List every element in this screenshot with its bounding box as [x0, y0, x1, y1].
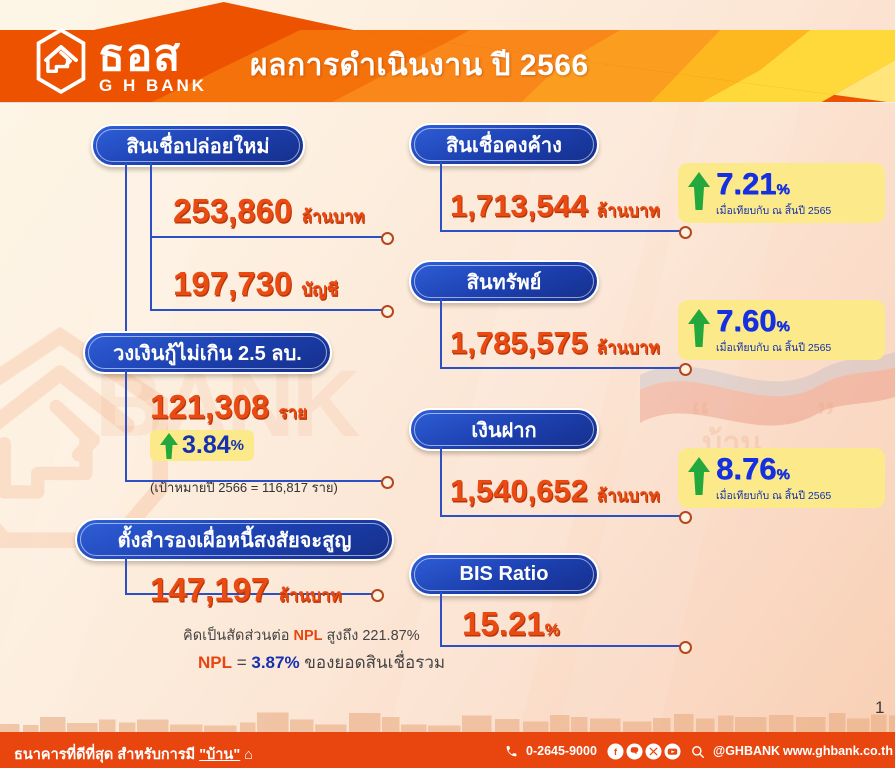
svg-text:f: f — [614, 747, 617, 757]
